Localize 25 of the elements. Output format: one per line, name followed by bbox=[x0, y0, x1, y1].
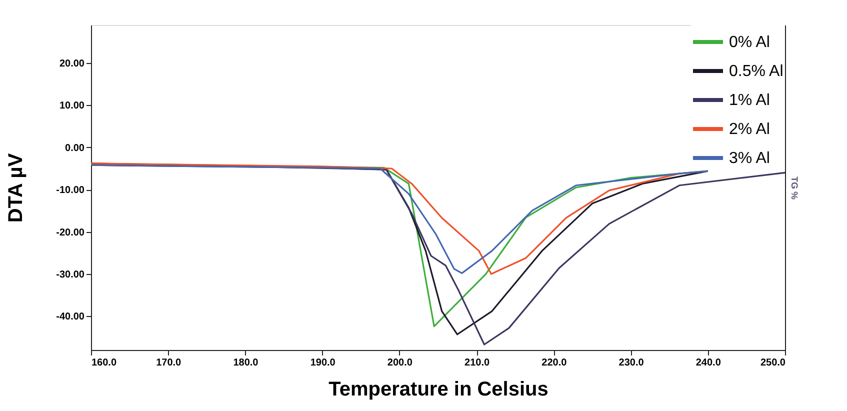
x-tick-label: 180.0 bbox=[233, 358, 259, 368]
x-tick-label: 230.0 bbox=[618, 358, 644, 368]
y2-axis-title: TG % bbox=[790, 176, 800, 200]
x-tick-label: 240.0 bbox=[696, 358, 722, 368]
x-tick-label: 170.0 bbox=[156, 358, 182, 368]
legend-label: 1% Al bbox=[729, 92, 770, 109]
x-tick-label: 200.0 bbox=[387, 358, 413, 368]
y-tick-label: 0.00 bbox=[65, 142, 85, 154]
y-tick-label: 20.00 bbox=[59, 58, 85, 70]
x-tick-label: 210.0 bbox=[464, 358, 490, 368]
x-tick-label: 160.0 bbox=[92, 358, 117, 368]
x-tick-label: 220.0 bbox=[542, 358, 568, 368]
y-tick-label: -20.00 bbox=[56, 227, 85, 238]
x-axis-title: Temperature in Celsius bbox=[328, 378, 548, 400]
y-tick-label: -10.00 bbox=[56, 185, 85, 196]
legend-label: 2% Al bbox=[729, 121, 770, 138]
x-tick-label: 250.0 bbox=[760, 358, 786, 368]
legend-label: 0.5% Al bbox=[729, 63, 784, 80]
y-axis-title: DTA µV bbox=[5, 152, 28, 223]
legend-label: 0% Al bbox=[729, 34, 770, 51]
legend-label: 3% Al bbox=[729, 150, 770, 167]
y-tick-label: -30.00 bbox=[56, 270, 85, 281]
y-tick-label: 10.00 bbox=[59, 100, 85, 112]
x-tick-label: 190.0 bbox=[310, 358, 336, 368]
y-tick-label: -40.00 bbox=[56, 312, 85, 323]
